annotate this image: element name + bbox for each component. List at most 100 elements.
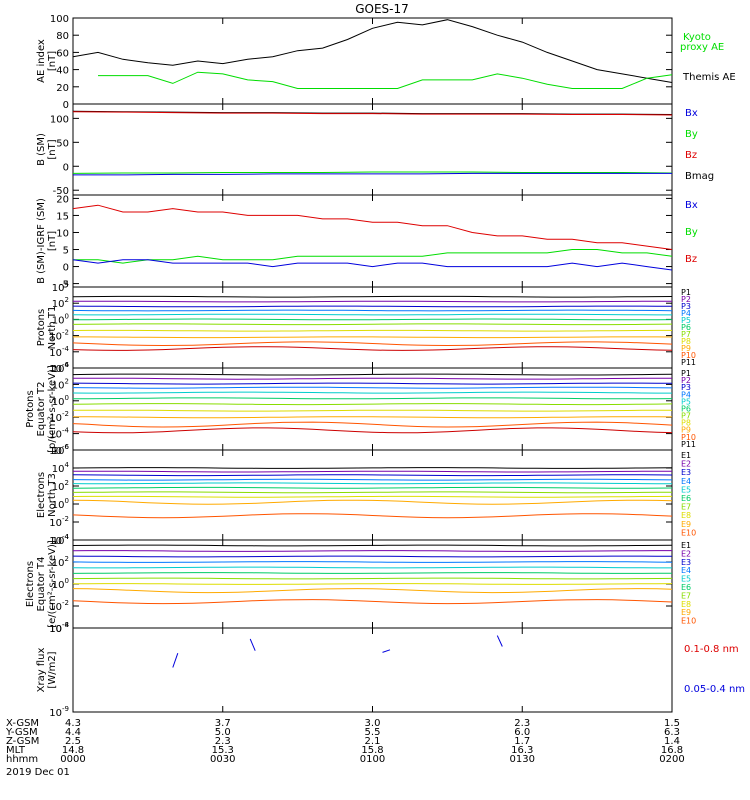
channel-label: E6 xyxy=(681,583,691,592)
series-line-by xyxy=(73,249,673,264)
series-line-bz xyxy=(72,204,673,250)
channel-label: P9 xyxy=(681,426,691,435)
x-tick-value: 0200 xyxy=(659,754,684,765)
channel-line xyxy=(73,336,673,339)
panel-frame xyxy=(72,286,673,369)
y-tick-label: 100 xyxy=(52,312,69,326)
x-tick-value: 5.0 xyxy=(215,727,231,738)
panel-frame xyxy=(72,103,673,196)
x-tick-value: 5.5 xyxy=(365,727,381,738)
y-tick-label: 100 xyxy=(52,394,69,408)
channel-label: P11 xyxy=(681,440,696,449)
channel-label: P5 xyxy=(681,316,691,325)
date-label: 2019 Dec 01 xyxy=(6,767,70,778)
x-tick-value: 1.5 xyxy=(664,718,680,729)
channel-line xyxy=(73,318,673,321)
x-axis-table: X-GSM 4.3 3.7 3.0 2.3 1.5 Y-GSM 4.4 5.0 5.5 6.0 6.3… xyxy=(5,718,685,778)
channel-line xyxy=(73,377,672,380)
channel-label: E5 xyxy=(681,485,691,494)
channel-label: E4 xyxy=(681,477,691,486)
y-tick-label: 10 xyxy=(56,228,69,239)
channel-line xyxy=(72,577,673,580)
channel-label: P6 xyxy=(681,323,691,332)
x-row-label: X-GSM xyxy=(6,718,39,729)
y-tick-label: 106 xyxy=(52,443,70,457)
channel-label: P4 xyxy=(681,390,691,399)
channel-label: P5 xyxy=(681,397,691,406)
x-row-label: hhmm xyxy=(6,754,38,765)
x-tick-value: 4.3 xyxy=(65,718,81,729)
series-line-by xyxy=(72,171,673,174)
y-tick-label: 100 xyxy=(52,577,69,591)
channel-label: P2 xyxy=(681,376,691,385)
channel-line xyxy=(72,309,673,312)
y-tick-label: 20 xyxy=(56,194,69,205)
channel-line xyxy=(72,495,673,498)
channel-line xyxy=(72,588,673,594)
y-tick-label: 80 xyxy=(56,31,69,42)
channel-line xyxy=(72,544,673,547)
y-axis-label: B (SM)-IGRF (SM)[nT] xyxy=(36,198,58,284)
y-tick-label: 0 xyxy=(63,263,69,274)
channel-line xyxy=(72,467,673,469)
channel-label: P3 xyxy=(681,302,691,311)
y-tick-label: 102 xyxy=(52,555,69,569)
legend-label: Bx xyxy=(685,108,698,119)
channel-line xyxy=(72,486,673,489)
channel-line xyxy=(72,323,673,326)
x-tick-value: 3.7 xyxy=(215,718,231,729)
y-axis-label: ProtonsNorth T1 xyxy=(36,306,58,350)
channel-label: P8 xyxy=(681,419,691,428)
channel-line xyxy=(72,572,673,574)
channel-label: P1 xyxy=(681,369,691,378)
x-tick-value: 2.1 xyxy=(365,736,381,747)
channel-label: E2 xyxy=(681,549,691,558)
channel-line xyxy=(72,313,672,316)
y-tick-label: -5 xyxy=(59,280,69,291)
channel-line xyxy=(72,409,672,412)
channel-label: E8 xyxy=(681,600,691,609)
channel-line xyxy=(72,566,672,569)
y-tick-label: 15 xyxy=(56,211,69,222)
channel-label: P1 xyxy=(681,288,691,297)
y-tick-label: 102 xyxy=(52,296,69,310)
channel-label: P11 xyxy=(681,358,696,367)
x-row-label: Z-GSM xyxy=(6,736,39,747)
y-tick-label: 102 xyxy=(52,479,69,493)
y-tick-label: 20 xyxy=(56,83,69,94)
y-axis-label: ElectronsNorth T3 xyxy=(36,472,58,518)
channel-label: P10 xyxy=(681,351,696,360)
channel-label: E3 xyxy=(681,558,691,567)
channel-label: E9 xyxy=(681,520,691,529)
y-axis-label: ElectronsEquator T4[e/(cm²-s-sr-keV)] xyxy=(25,540,58,628)
y-tick-label: 10-4 xyxy=(49,427,69,441)
channel-label: E8 xyxy=(681,511,691,520)
y-tick-label: 10-2 xyxy=(49,515,69,529)
x-tick-value: 1.7 xyxy=(514,736,530,747)
x-tick-value: 1.4 xyxy=(664,736,680,747)
y-tick-label: 10-4 xyxy=(49,533,69,547)
channel-line xyxy=(72,382,673,385)
panel-xray: 10-9 10-8 Xray flux[W/m2] 0.1-0.8 nm 0.05-0.… xyxy=(36,621,745,719)
channel-line xyxy=(72,300,672,303)
x-tick-value: 0030 xyxy=(210,754,235,765)
channel-label: P2 xyxy=(681,295,691,304)
channel-label: P8 xyxy=(681,337,691,346)
channel-label: E1 xyxy=(681,541,691,550)
x-tick-value: 0000 xyxy=(60,754,85,765)
channel-label: P3 xyxy=(681,383,691,392)
channel-line xyxy=(72,416,673,419)
channel-label: E10 xyxy=(681,528,696,537)
panel-frame xyxy=(72,449,673,541)
channel-line xyxy=(72,470,672,473)
y-tick-label: 102 xyxy=(52,377,69,391)
channel-label: P9 xyxy=(681,344,691,353)
channel-label: E7 xyxy=(681,503,691,512)
legend-label: By xyxy=(685,227,698,238)
x-tick-value: 4.4 xyxy=(65,727,81,738)
channel-line xyxy=(72,329,672,332)
y-tick-label: 100 xyxy=(52,497,69,511)
